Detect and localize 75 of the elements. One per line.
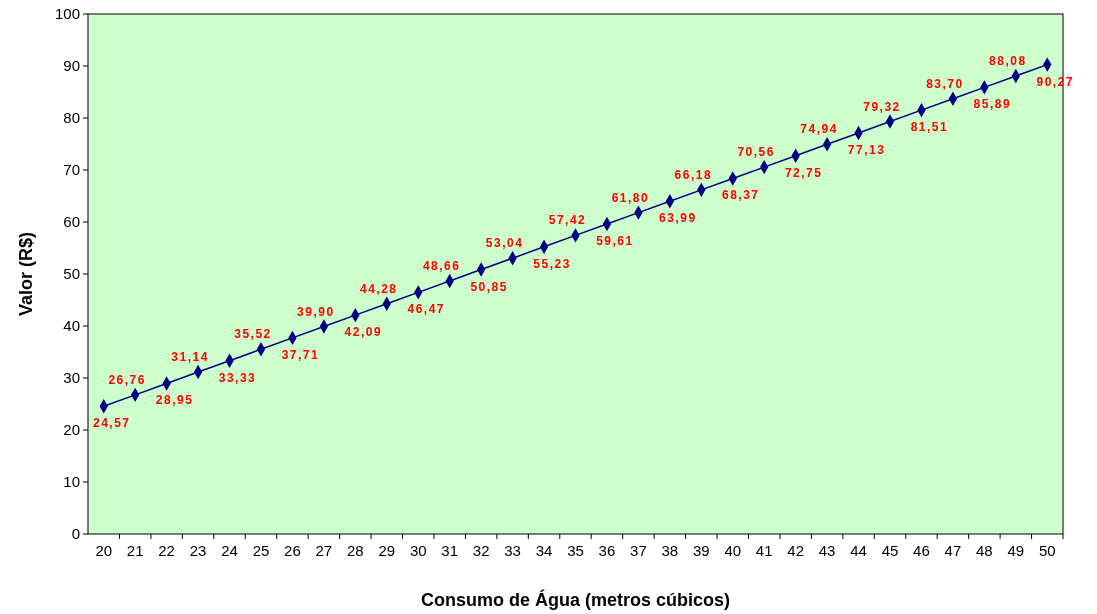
x-tick-label: 23 — [189, 542, 207, 559]
x-tick-label: 36 — [598, 542, 616, 559]
x-tick-label: 35 — [567, 542, 584, 559]
data-label: 50,85 — [470, 279, 508, 294]
data-label: 37,71 — [281, 347, 320, 362]
data-label: 79,32 — [863, 99, 901, 114]
x-tick-label: 30 — [409, 542, 427, 559]
x-tick-label: 22 — [158, 542, 175, 559]
x-tick-label: 39 — [692, 542, 710, 559]
x-tick-label: 26 — [284, 542, 301, 559]
x-tick-label: 21 — [126, 542, 144, 559]
x-tick-label: 29 — [378, 542, 396, 559]
x-tick-label: 43 — [818, 542, 836, 559]
data-label: 48,66 — [422, 258, 461, 273]
x-tick-label: 45 — [881, 542, 899, 559]
y-tick-label: 20 — [63, 421, 80, 439]
y-tick-label: 40 — [63, 317, 80, 335]
x-tick-label: 40 — [724, 542, 742, 559]
data-label: 90,27 — [1036, 74, 1075, 89]
x-tick-label: 47 — [944, 542, 962, 559]
y-tick-label: 60 — [63, 213, 80, 231]
x-tick-label: 32 — [472, 542, 490, 559]
data-label: 70,56 — [737, 145, 775, 160]
data-label: 53,04 — [485, 236, 524, 251]
data-label: 88,08 — [989, 53, 1027, 68]
y-tick-label: 30 — [63, 369, 80, 387]
data-label: 81,51 — [910, 120, 949, 135]
y-axis-title: Valor (R$) — [16, 231, 36, 317]
y-tick-label: 0 — [71, 525, 80, 543]
x-tick-label: 20 — [95, 542, 113, 559]
x-tick-label: 27 — [315, 542, 333, 559]
x-tick-label: 24 — [221, 542, 238, 559]
x-tick-label: 41 — [755, 542, 773, 559]
data-label: 66,18 — [674, 167, 713, 182]
data-label: 33,33 — [218, 370, 257, 385]
y-tick-label: 10 — [63, 473, 80, 491]
x-tick-label: 38 — [661, 542, 679, 559]
data-label: 74,94 — [800, 122, 838, 137]
data-label: 83,70 — [926, 76, 964, 91]
data-label: 31,14 — [171, 350, 209, 365]
data-label: 77,13 — [847, 142, 886, 157]
y-tick-label: 70 — [63, 161, 80, 179]
x-tick-label: 42 — [787, 542, 805, 559]
data-label: 42,09 — [344, 325, 383, 340]
data-label: 39,90 — [297, 304, 335, 319]
data-label: 35,52 — [234, 327, 272, 342]
data-label: 26,76 — [108, 372, 146, 387]
data-label: 68,37 — [721, 188, 760, 203]
data-label: 46,47 — [407, 302, 446, 317]
x-tick-label: 46 — [913, 542, 930, 559]
data-label: 44,28 — [360, 281, 398, 296]
y-tick-label: 50 — [63, 265, 80, 283]
x-tick-label: 37 — [630, 542, 647, 559]
data-label: 61,80 — [611, 190, 650, 205]
x-tick-label: 44 — [850, 542, 867, 559]
data-label: 72,75 — [784, 165, 823, 180]
x-tick-label: 34 — [535, 542, 553, 559]
data-label: 57,42 — [548, 213, 587, 228]
data-label: 63,99 — [659, 211, 697, 226]
x-tick-label: 49 — [1007, 542, 1025, 559]
y-tick-label: 100 — [54, 5, 80, 23]
data-label: 55,23 — [533, 256, 571, 271]
data-label: 24,57 — [92, 416, 131, 431]
data-label: 85,89 — [973, 97, 1012, 112]
x-tick-label: 48 — [976, 542, 993, 559]
x-tick-label: 25 — [252, 542, 270, 559]
x-tick-label: 31 — [441, 542, 459, 559]
y-tick-label: 80 — [63, 109, 80, 127]
data-label: 59,61 — [596, 234, 634, 249]
data-label: 28,95 — [155, 393, 194, 408]
x-axis-title: Consumo de Água (metros cúbicos) — [420, 589, 731, 610]
x-tick-label: 28 — [346, 542, 364, 559]
y-tick-label: 90 — [63, 57, 80, 75]
x-tick-label: 50 — [1038, 542, 1056, 559]
x-tick-label: 33 — [504, 542, 521, 559]
